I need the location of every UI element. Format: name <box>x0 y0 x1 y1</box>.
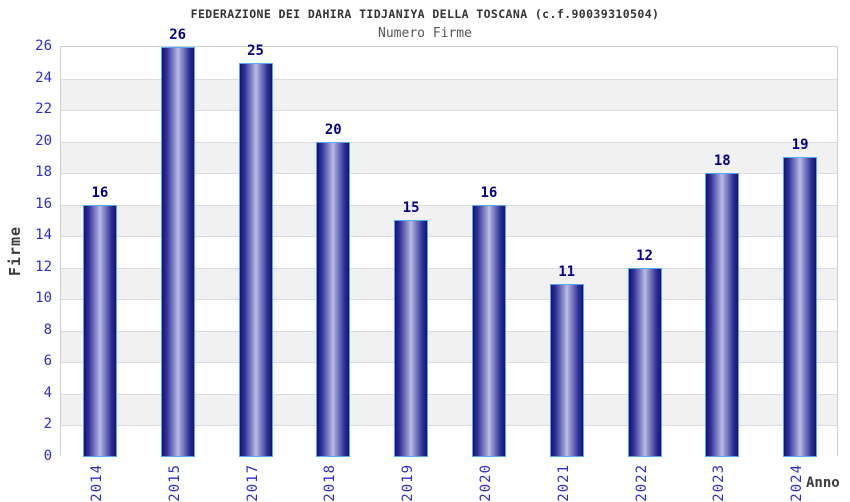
y-tick-label: 22 <box>35 101 52 118</box>
y-tick-label: 20 <box>35 132 52 149</box>
bar-2019 <box>394 220 429 457</box>
y-tick-label: 2 <box>43 416 52 433</box>
y-tick-label: 8 <box>43 321 52 338</box>
x-tick-label: 2014 <box>88 464 105 502</box>
bar-2018 <box>316 141 351 457</box>
y-tick-label: 14 <box>35 227 52 244</box>
y-tick-label: 18 <box>35 164 52 181</box>
y-axis: 0 2 4 6 8 10 12 14 16 18 20 22 24 26 <box>0 38 52 464</box>
y-tick-label: 16 <box>35 195 52 212</box>
y-tick-label: 24 <box>35 69 52 86</box>
x-tick-label: 2024 <box>789 464 806 502</box>
bar-2022 <box>627 267 662 457</box>
x-tick-label: 2022 <box>633 464 650 502</box>
bar-value-label: 25 <box>247 42 264 59</box>
bar-value-label: 12 <box>636 247 653 264</box>
x-tick-label: 2015 <box>166 464 183 502</box>
y-tick-label: 0 <box>43 448 52 464</box>
bar-2023 <box>705 173 740 457</box>
bar-value-label: 20 <box>324 121 342 138</box>
bar-value-label: 19 <box>791 137 809 154</box>
bar-value-label: 16 <box>91 184 109 201</box>
y-tick-label: 26 <box>35 38 52 54</box>
y-tick-label: 6 <box>43 353 52 370</box>
bar-2024 <box>783 157 818 457</box>
bar-2015 <box>160 47 195 457</box>
bar-2014 <box>82 204 117 457</box>
bar-2021 <box>549 283 584 457</box>
y-tick-label: 12 <box>35 258 52 275</box>
plot-area: 16 26 25 20 15 16 11 12 18 19 <box>60 27 838 457</box>
x-tick-label: 2017 <box>244 464 261 502</box>
x-tick-label: 2021 <box>555 464 572 502</box>
chart-subtitle: Numero Firme <box>378 26 472 41</box>
x-tick-label: 2020 <box>477 464 494 502</box>
y-tick-label: 4 <box>43 384 52 401</box>
x-axis: 2014 2015 2017 2018 2019 2020 2021 2022 2023 2024 <box>60 456 838 502</box>
bar-2020 <box>471 204 506 457</box>
bar-value-label: 11 <box>558 263 576 280</box>
bar-value-label: 15 <box>402 200 420 217</box>
bar-value-label: 26 <box>169 27 187 43</box>
bar-2017 <box>238 62 273 457</box>
x-tick-label: 2019 <box>400 464 417 502</box>
bar-value-label: 18 <box>713 153 731 170</box>
x-axis-title: Anno <box>806 475 840 491</box>
x-tick-label: 2023 <box>711 464 728 502</box>
y-tick-label: 10 <box>35 290 52 307</box>
x-tick-label: 2018 <box>322 464 339 502</box>
bar-value-label: 16 <box>480 184 498 201</box>
chart-title: FEDERAZIONE DEI DAHIRA TIDJANIYA DELLA T… <box>190 7 660 21</box>
